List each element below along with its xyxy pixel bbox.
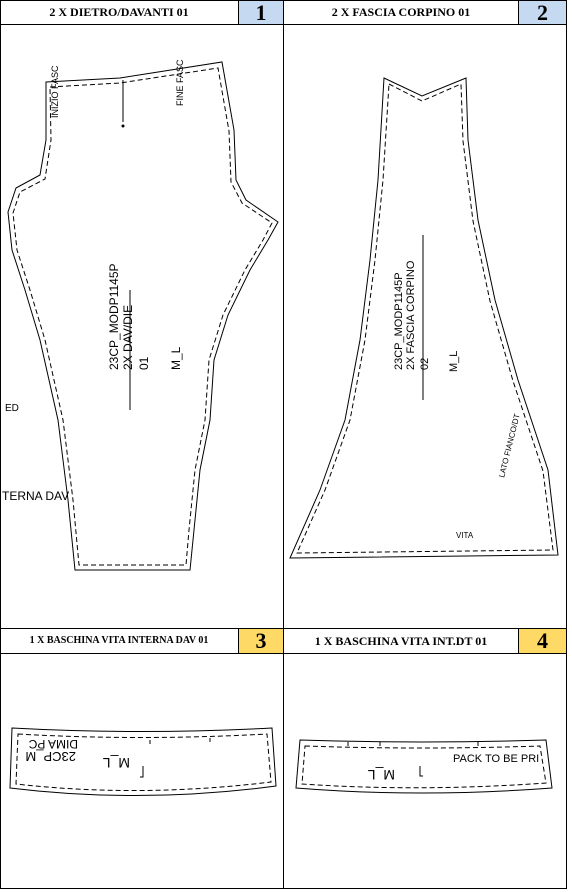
piece-2-name-label: 2X FASCIA CORPINO (405, 260, 417, 370)
panel-1-header: 2 X DIETRO/DAVANTI 01 1 (1, 1, 283, 25)
piece-1-ed-label: ED (5, 403, 19, 414)
piece-2-seq-label: 02 (419, 358, 431, 370)
piece-1-fine-label: FINE FASC (175, 59, 185, 106)
piece-2-lato-label: LATO FIANCO/DT (497, 413, 522, 479)
panel-4-number: 4 (518, 629, 566, 653)
panel-4-header: 1 X BASCHINA VITA INT.DT 01 4 (284, 628, 566, 654)
piece-1-seq-label: 01 (137, 356, 151, 370)
piece-2-seam (296, 83, 554, 554)
panel-1-title: 2 X DIETRO/DAVANTI 01 (49, 5, 189, 19)
piece-4-outline (295, 739, 553, 794)
piece-2-code-label: 23CP_MODP1145P (393, 272, 405, 370)
piece-4-corner-mark (419, 766, 423, 777)
panel-1-number: 1 (238, 1, 283, 25)
piece-3-dima-label: DIMA PC (28, 737, 78, 751)
panel-3-number: 3 (238, 629, 283, 653)
panel-2-header: 2 X FASCIA CORPINO 01 2 (284, 1, 566, 25)
piece-3-code-label: 23CP_M (25, 749, 76, 764)
piece-3-size-label: M_L (103, 755, 130, 771)
piece-1-name-label: 2X DAV/DIE (121, 305, 135, 370)
piece-3-corner-mark (140, 766, 144, 778)
piece-2 (289, 77, 559, 559)
piece-3 (9, 727, 277, 797)
piece-1 (7, 61, 279, 571)
piece-1-outline (7, 61, 279, 571)
piece-1-interna-label: TERNA DAV (2, 489, 69, 503)
panel-2-number: 2 (518, 1, 566, 25)
piece-4 (295, 739, 553, 794)
piece-4-size-label: M_L (368, 767, 395, 783)
piece-3-outline (9, 727, 277, 797)
panel-3-header: 1 X BASCHINA VITA INTERNA DAV 01 3 (1, 628, 283, 654)
piece-2-vita-label: VITA (456, 531, 474, 540)
panel-3-title: 1 X BASCHINA VITA INTERNA DAV 01 (29, 635, 209, 646)
piece-3-seam (15, 733, 272, 792)
piece-4-seam (301, 745, 547, 789)
piece-4-pack-label: PACK TO BE PRI (453, 753, 539, 765)
panel-2-title: 2 X FASCIA CORPINO 01 (331, 5, 471, 19)
piece-2-outline (289, 77, 559, 559)
piece-1-seam (12, 67, 273, 566)
piece-1-size-label: M_L (169, 346, 183, 370)
panel-4-title: 1 X BASCHINA VITA INT.DT 01 (314, 634, 488, 648)
piece-1-drill-hole (121, 124, 125, 128)
piece-1-code-label: 23CP_MODP1145P (107, 264, 121, 371)
piece-1-inizio-label: INIZIO FASC (50, 65, 60, 118)
piece-2-size-label: M_L (448, 351, 460, 372)
